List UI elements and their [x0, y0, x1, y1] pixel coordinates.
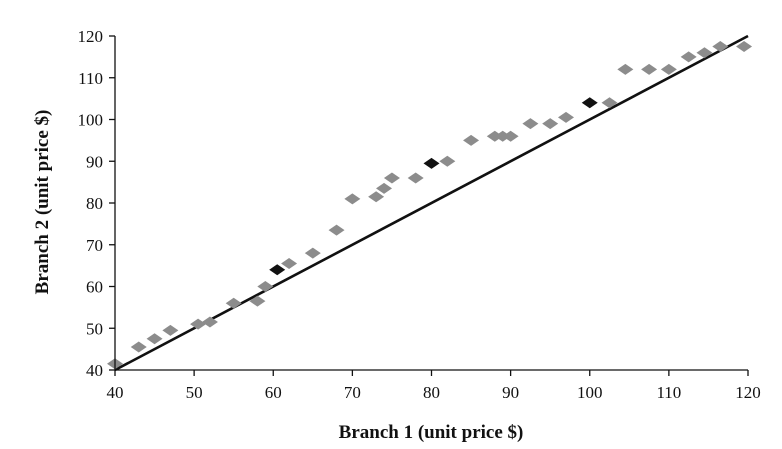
data-point	[712, 40, 729, 52]
y-tick-label: 50	[86, 319, 103, 338]
y-tick-label: 70	[86, 236, 103, 255]
data-point	[146, 333, 163, 345]
data-point	[368, 191, 385, 203]
data-point	[660, 63, 677, 75]
data-point	[423, 157, 440, 169]
x-tick-label: 120	[735, 383, 761, 402]
x-axis-title: Branch 1 (unit price $)	[339, 422, 524, 443]
y-tick-label: 80	[86, 194, 103, 213]
data-points-layer	[107, 40, 753, 370]
data-point	[522, 118, 539, 130]
data-point	[502, 130, 519, 142]
reference-line	[114, 34, 749, 372]
data-point	[328, 224, 345, 236]
y-tick-label: 90	[86, 152, 103, 171]
data-point	[680, 51, 697, 63]
data-point	[304, 247, 321, 259]
data-point	[281, 258, 298, 270]
data-point	[641, 63, 658, 75]
data-point	[257, 281, 274, 292]
x-tick-label: 90	[502, 383, 519, 402]
x-tick-label: 100	[577, 383, 603, 402]
data-point	[407, 172, 424, 184]
data-point	[383, 172, 400, 184]
data-point	[736, 40, 753, 52]
data-point	[344, 193, 361, 205]
x-tick-label: 60	[265, 383, 282, 402]
data-point	[542, 118, 559, 130]
data-point	[558, 111, 575, 123]
x-tick-label: 110	[656, 383, 681, 402]
data-point	[439, 155, 456, 167]
data-point	[601, 97, 618, 109]
x-tick-label: 40	[107, 383, 124, 402]
reference-line-layer	[114, 34, 749, 372]
data-point	[581, 97, 598, 109]
y-tick-label: 60	[86, 278, 103, 297]
data-point	[696, 47, 713, 59]
data-point	[130, 341, 147, 353]
y-tick-label: 120	[78, 27, 104, 46]
y-axis-title: Branch 2 (unit price $)	[32, 110, 53, 295]
data-point	[225, 297, 242, 309]
y-tick-label: 40	[86, 361, 103, 380]
data-point	[376, 182, 393, 194]
y-tick-label: 110	[78, 69, 103, 88]
tick-labels-layer: 40 50 60 70 80 90 100 110 120 40 50 60 70 80 90 100 110 1…	[78, 27, 761, 402]
data-point	[463, 134, 480, 146]
data-point	[249, 295, 266, 307]
axes-layer	[109, 35, 749, 376]
data-point	[162, 324, 179, 336]
y-tick-label: 100	[78, 111, 104, 130]
x-tick-label: 70	[344, 383, 361, 402]
data-point	[201, 316, 218, 328]
data-point	[617, 63, 634, 75]
x-tick-label: 80	[423, 383, 440, 402]
data-point	[190, 318, 207, 330]
x-tick-label: 50	[186, 383, 203, 402]
data-point	[269, 264, 286, 276]
